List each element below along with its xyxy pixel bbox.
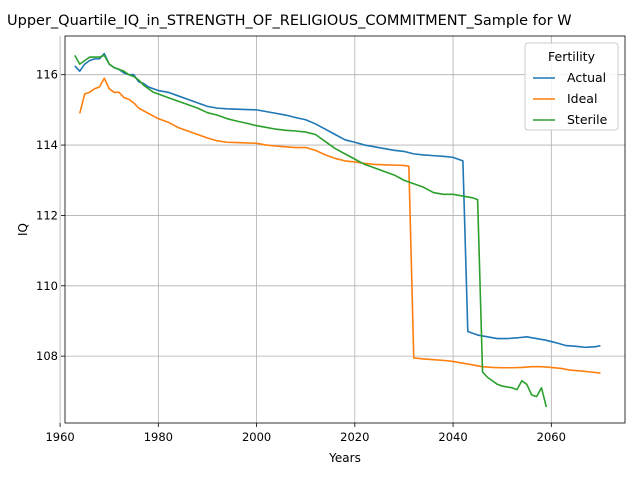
- plot-frame: [64, 35, 626, 424]
- x-axis-label: Years: [328, 451, 361, 465]
- x-tick-label: 2000: [242, 430, 271, 444]
- chart-title: Upper_Quartile_IQ_in_STRENGTH_OF_RELIGIO…: [7, 13, 572, 29]
- y-tick-label: 116: [36, 68, 58, 82]
- legend-items: Actual Ideal Sterile: [533, 70, 608, 127]
- x-tick-label: 2040: [438, 430, 467, 444]
- series-line-actual: [74, 52, 601, 349]
- y-axis-label: IQ: [16, 223, 30, 236]
- legend-box: [524, 42, 619, 131]
- y-tick-label: 110: [36, 279, 58, 293]
- x-tick-label: 2060: [537, 430, 566, 444]
- x-tick-label: 1980: [144, 430, 173, 444]
- y-axis-ticks: 108 110 112 114 116: [36, 68, 65, 363]
- legend: Fertility Actual Ideal Sterile: [524, 42, 619, 131]
- x-tick-label: 2020: [340, 430, 369, 444]
- x-tick-label: 1960: [45, 430, 74, 444]
- y-tick-label: 114: [36, 138, 58, 152]
- y-tick-label: 112: [36, 208, 58, 222]
- y-tick-label: 108: [36, 349, 58, 363]
- series-lines: [74, 52, 601, 408]
- legend-label-ideal: Ideal: [567, 91, 597, 106]
- legend-title: Fertility: [548, 49, 596, 64]
- x-axis-ticks: 1960 1980 2000 2020 2040 2060: [45, 423, 566, 444]
- legend-label-actual: Actual: [567, 70, 606, 85]
- series-line-sterile: [74, 54, 548, 408]
- legend-label-sterile: Sterile: [567, 112, 608, 127]
- series-line-ideal: [78, 77, 601, 374]
